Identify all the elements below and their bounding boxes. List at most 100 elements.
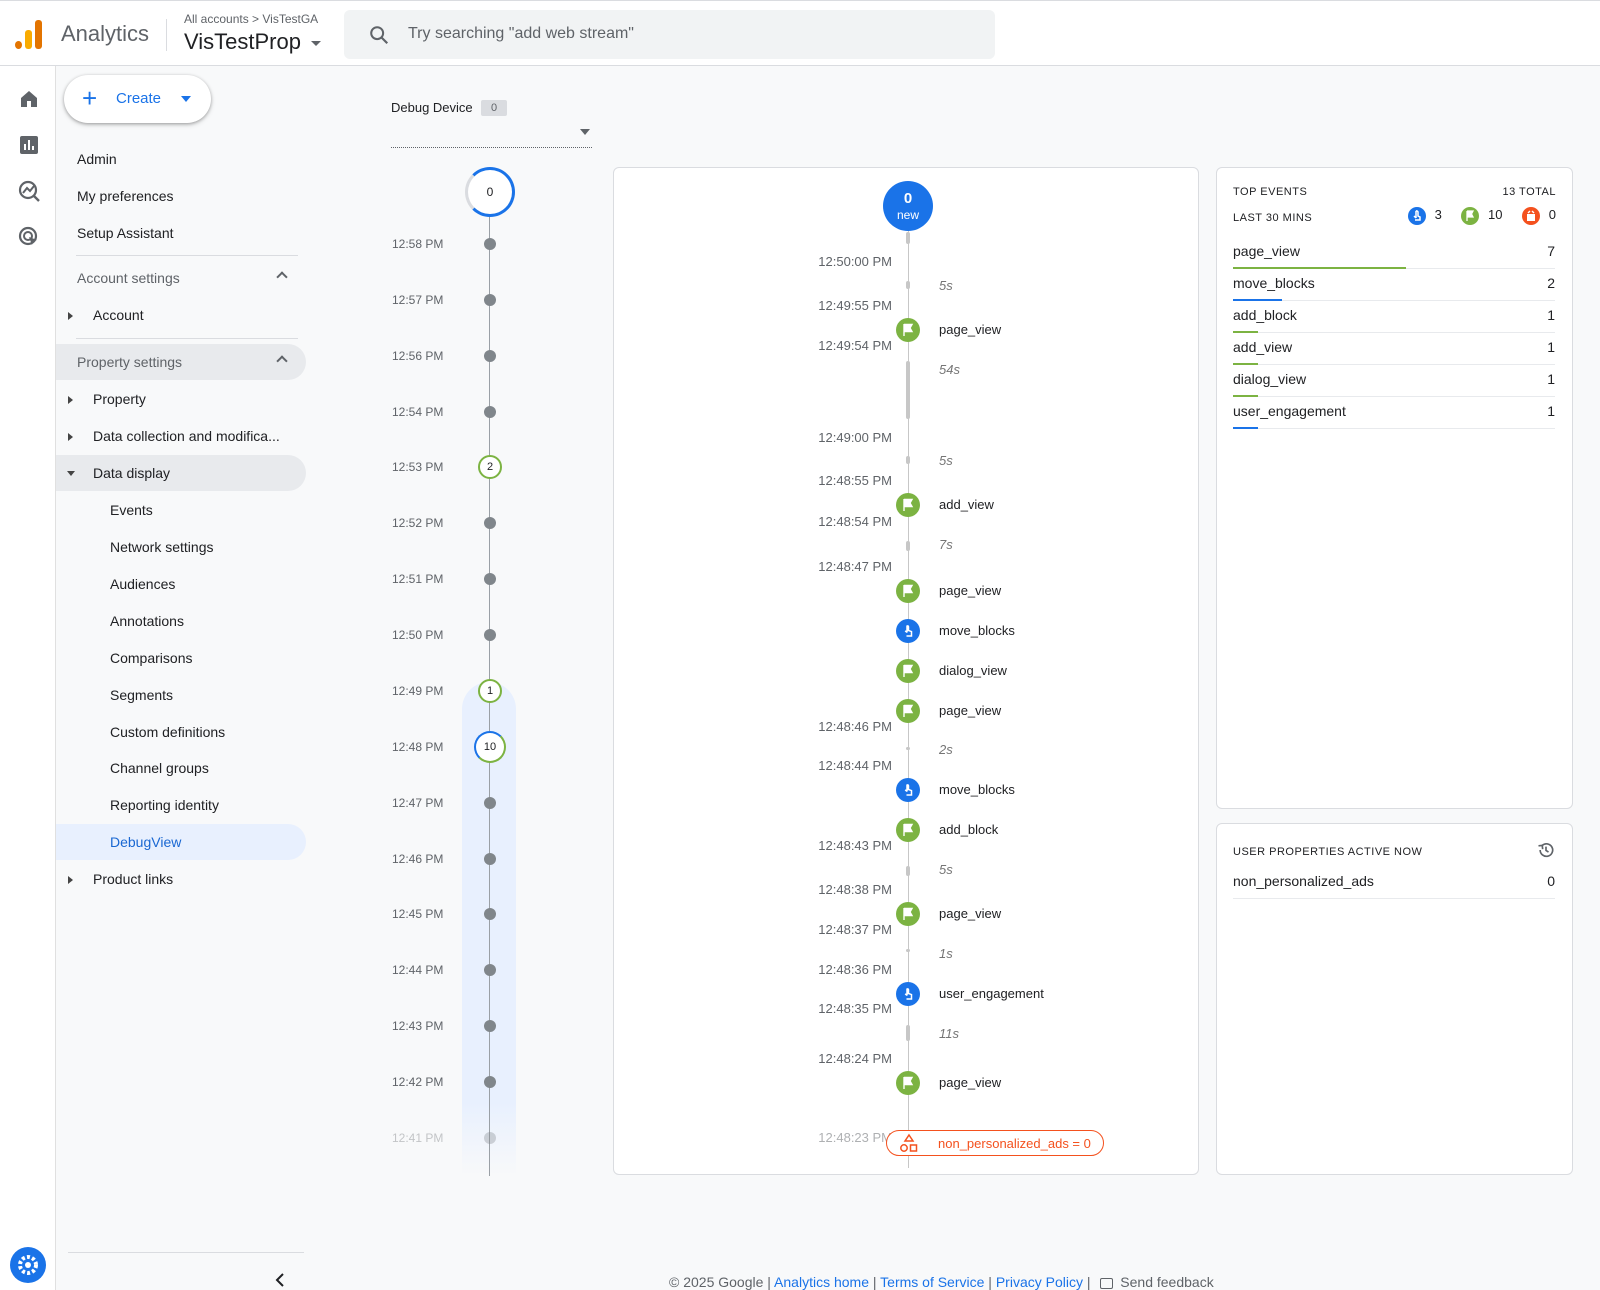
minute-event-bubble[interactable]: 10 [474, 730, 506, 763]
time-gap-marker [906, 866, 910, 876]
search-box[interactable]: Try searching "add web stream" [344, 10, 995, 59]
admin-gear-button[interactable] [10, 1247, 46, 1283]
event-name[interactable]: add_view [939, 497, 994, 512]
section-property-settings[interactable]: Property settings [56, 344, 306, 380]
minute-dot[interactable] [484, 517, 496, 530]
property-picker[interactable]: VisTestProp [184, 29, 322, 55]
expand-arrow-icon [68, 433, 73, 441]
event-name[interactable]: user_engagement [939, 986, 1044, 1001]
flag-icon[interactable] [896, 493, 920, 517]
minute-event-bubble[interactable]: 1 [478, 678, 502, 703]
minute-dot[interactable] [484, 852, 496, 865]
event-icon[interactable] [896, 778, 920, 802]
top-event-row[interactable]: user_engagement 1 [1233, 397, 1555, 429]
nav-label: Segments [110, 687, 174, 703]
minute-dot[interactable] [484, 908, 496, 921]
event-name[interactable]: page_view [939, 322, 1002, 337]
nav-annotations[interactable]: Annotations [56, 603, 306, 639]
minute-dot[interactable] [484, 405, 496, 418]
nav-label: Events [110, 502, 153, 518]
advertising-icon[interactable] [17, 225, 41, 249]
nav-events[interactable]: Events [56, 492, 306, 528]
minute-dot[interactable] [484, 1076, 496, 1089]
minute-dot[interactable] [484, 1131, 496, 1144]
event-name[interactable]: add_block [939, 822, 999, 837]
user-property-chip[interactable]: non_personalized_ads = 0 [886, 1130, 1104, 1156]
nav-data-collection[interactable]: Data collection and modifica... [56, 418, 306, 454]
collapse-nav-icon[interactable] [274, 1272, 286, 1288]
minute-dot[interactable] [484, 796, 496, 809]
nav-label: Product links [93, 871, 174, 887]
create-button[interactable]: + Create [64, 75, 211, 123]
top-event-row[interactable]: add_view 1 [1233, 333, 1555, 365]
minute-dot[interactable] [484, 573, 496, 586]
flag-icon[interactable] [896, 579, 920, 603]
top-event-row[interactable]: page_view 7 [1233, 237, 1555, 269]
second-time-label: 12:49:55 PM [818, 298, 892, 313]
top-event-row[interactable]: move_blocks 2 [1233, 269, 1555, 301]
event-icon [1407, 207, 1426, 225]
second-time-label: 12:48:44 PM [818, 758, 892, 773]
minute-label: 12:53 PM [392, 460, 444, 475]
nav-audiences[interactable]: Audiences [56, 566, 306, 602]
nav-product-links[interactable]: Product links [56, 861, 306, 897]
top-event-row[interactable]: add_block 1 [1233, 301, 1555, 333]
nav-channel-groups[interactable]: Channel groups [56, 750, 306, 786]
debug-device-dropdown-icon[interactable] [580, 129, 590, 135]
minute-dot[interactable] [484, 964, 496, 977]
minute-dot[interactable] [484, 629, 496, 642]
minute-dot[interactable] [484, 293, 496, 306]
minute-dot[interactable] [484, 1020, 496, 1033]
nav-account[interactable]: Account [56, 297, 306, 333]
analytics-logo[interactable] [15, 19, 43, 49]
flag-icon[interactable] [896, 902, 920, 926]
second-time-label: 12:49:00 PM [818, 430, 892, 445]
nav-property[interactable]: Property [56, 381, 306, 417]
nav-network-settings[interactable]: Network settings [56, 529, 306, 565]
event-name[interactable]: move_blocks [939, 623, 1015, 638]
flag-icon[interactable] [896, 699, 920, 723]
flag-icon[interactable] [896, 1071, 920, 1095]
search-icon [370, 26, 389, 45]
event-name[interactable]: page_view [939, 1075, 1002, 1090]
new-events-bubble[interactable]: 0 new [883, 181, 933, 231]
nav-debugview[interactable]: DebugView [56, 824, 306, 860]
nav-setup-assistant[interactable]: Setup Assistant [56, 215, 306, 251]
nav-segments[interactable]: Segments [56, 677, 306, 713]
minute-top-count[interactable]: 0 [465, 167, 515, 217]
account-breadcrumb[interactable]: All accounts > VisTestGA [184, 12, 319, 26]
minute-dot[interactable] [484, 349, 496, 362]
nav-admin[interactable]: Admin [56, 141, 306, 177]
nav-custom-definitions[interactable]: Custom definitions [56, 714, 306, 750]
event-icon[interactable] [896, 619, 920, 643]
top-event-count: 1 [1547, 307, 1555, 323]
reports-icon[interactable] [17, 133, 41, 157]
terms-link[interactable]: Terms of Service [880, 1274, 985, 1290]
minute-event-bubble[interactable]: 2 [478, 455, 502, 480]
flag-icon[interactable] [896, 318, 920, 342]
collapse-arrow-icon [67, 471, 75, 476]
flag-icon[interactable] [896, 818, 920, 842]
nav-reporting-identity[interactable]: Reporting identity [56, 787, 306, 823]
event-name[interactable]: page_view [939, 583, 1002, 598]
home-icon[interactable] [17, 87, 41, 111]
send-feedback-link[interactable]: Send feedback [1120, 1274, 1214, 1290]
event-name[interactable]: page_view [939, 703, 1002, 718]
top-event-row[interactable]: dialog_view 1 [1233, 365, 1555, 397]
user-property-row[interactable]: non_personalized_ads 0 [1233, 867, 1555, 899]
event-name[interactable]: move_blocks [939, 782, 1015, 797]
minute-dot[interactable] [484, 238, 496, 250]
nav-comparisons[interactable]: Comparisons [56, 640, 306, 676]
analytics-home-link[interactable]: Analytics home [774, 1274, 869, 1290]
section-account-settings[interactable]: Account settings [56, 260, 306, 296]
event-icon[interactable] [896, 982, 920, 1006]
privacy-link[interactable]: Privacy Policy [995, 1274, 1083, 1290]
flag-icon[interactable] [896, 659, 920, 683]
debug-device-select[interactable] [391, 147, 592, 148]
explore-icon[interactable] [17, 179, 41, 203]
event-name[interactable]: dialog_view [939, 663, 1007, 678]
history-icon[interactable] [1536, 840, 1556, 860]
nav-my-preferences[interactable]: My preferences [56, 178, 306, 214]
event-name[interactable]: page_view [939, 906, 1002, 921]
nav-data-display[interactable]: Data display [56, 455, 306, 491]
